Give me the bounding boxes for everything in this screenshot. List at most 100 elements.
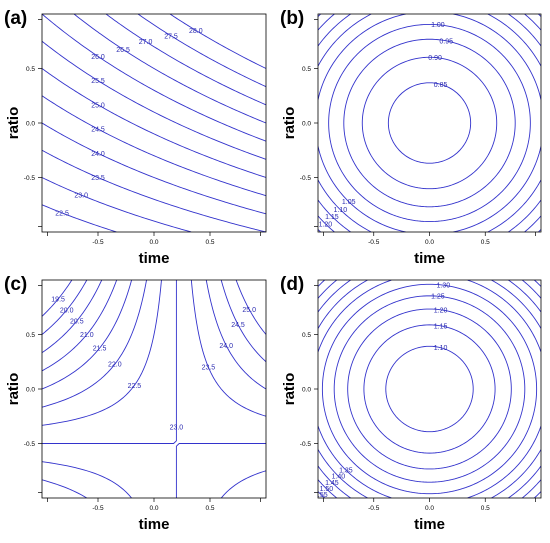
contour-line-1.45 [318,465,351,498]
contour-line-1.50 [521,479,541,498]
contour-line-22.5 [42,204,117,232]
contour-line-22.0 [42,280,147,408]
x-tick-label: -0.5 [92,239,104,246]
contour-line-22.5 [42,280,162,426]
contour-line-23.0 [42,177,192,232]
contour-line-1.25 [538,14,541,17]
y-tick-label: 0.5 [26,66,35,73]
contour-line-1.30 [321,283,538,495]
contour-label: 22.5 [55,210,69,217]
contour-label: 0.85 [434,82,448,89]
x-tick-label: 0.5 [205,239,214,246]
y-tick-label: 0.0 [302,121,311,128]
contour-line-1.05 [453,146,541,232]
contour-line-24.5 [220,280,266,363]
y-axis-label: ratio [5,373,22,406]
contour-line-1.35 [467,425,541,498]
contour-label: 22.0 [108,362,122,369]
contour-line-20.0 [42,280,88,335]
contour-line-0.90 [361,56,498,190]
contour-line-0.95 [343,38,516,208]
x-tick-label: 0.5 [481,239,490,246]
contour-line-1.55 [318,491,325,498]
contour-line-23.5 [42,149,266,232]
y-axis-label: ratio [5,107,22,140]
x-axis-label: time [139,250,170,267]
contour-label: 1.30 [437,283,451,290]
contour-line-1.25 [318,14,321,17]
contour-lines: 19.5 20.0 20.5 21.0 21.5 22.0 22.5 23.0 23.5 24.0… [42,280,266,498]
contour-line-23.5 [42,461,132,498]
contour-line-1.10 [487,179,541,232]
contour-label: 19.5 [51,297,65,304]
y-tick-label: -0.5 [24,175,36,182]
contour-line-1.55 [318,280,325,287]
contour-label: 28.0 [189,28,203,35]
contour-line-24.5 [42,95,266,197]
panel-letter: (a) [4,8,27,29]
contour-line-1.15 [318,14,351,47]
contour-line-25.0 [42,68,266,178]
contour-line-1.15 [318,199,351,232]
x-tick-label: -0.5 [92,505,104,512]
contour-lines: 0.85 0.90 0.95 1.00 1.051.101.151.20 [318,14,541,232]
contour-line-1.50 [318,280,338,299]
y-tick-label: -0.5 [300,441,312,448]
contour-line-1.10 [385,345,474,433]
plot-frame [317,279,542,499]
contour-label: 0.95 [439,38,453,45]
y-tick-label: 0.5 [302,66,311,73]
panel-letter: (c) [4,274,27,295]
contour-label: 25.0 [91,102,105,109]
contour-line-1.25 [318,229,321,232]
contour-label: 1.45 [325,480,339,487]
contour-line-1.55 [534,280,541,287]
contour-line-25.0 [235,280,266,335]
contour-label: 1.55 [314,492,328,499]
x-tick-label: 0.0 [149,239,158,246]
contour-line-23.0 [175,443,266,498]
contour-line-1.40 [318,449,368,498]
contour-label: 23.5 [91,175,105,182]
contour-line-1.10 [487,14,541,67]
contour-label: 23.5 [202,365,216,372]
contour-line-22.5 [220,470,266,498]
y-axis-label: ratio [281,373,298,406]
contour-line-20.5 [42,280,103,354]
contour-line-1.35 [318,425,392,498]
contour-line-23.0 [42,280,177,444]
x-axis-label: time [139,516,170,533]
contour-label: 0.90 [428,55,442,62]
contour-line-1.35 [467,280,541,353]
contour-line-1.15 [508,199,541,232]
x-tick-label: -0.5 [368,505,380,512]
x-tick-label: 0.0 [149,505,158,512]
contour-line-1.35 [318,280,392,353]
panel-4: 1.10 1.15 1.20 1.25 1.30 1.351.401.451.501.55… [280,274,542,533]
contour-label: 24.0 [91,151,105,158]
y-tick-label: -0.5 [24,441,36,448]
contour-label: 1.00 [431,22,445,29]
contour-label: 20.5 [70,318,84,325]
contour-label: 23.0 [74,193,88,200]
contour-label: 1.25 [431,294,445,301]
contour-label: 27.5 [164,33,178,40]
contour-label: 21.0 [80,332,94,339]
contour-line-24.0 [42,479,88,498]
panel-letter: (d) [280,274,304,295]
contour-line-1.25 [538,229,541,232]
y-tick-label: 0.0 [302,387,311,394]
contour-line-26.0 [42,14,266,142]
contour-label: 20.0 [60,308,74,315]
contour-label: 1.10 [434,345,448,352]
contour-line-25.5 [42,40,266,160]
x-axis-label: time [414,516,445,533]
panel-letter: (b) [280,8,304,29]
contour-label: 1.20 [434,307,448,314]
contour-line-1.05 [318,146,406,232]
contour-line-1.05 [453,14,541,100]
y-tick-label: -0.5 [300,175,312,182]
contour-label: 1.15 [434,323,448,330]
contour-line-1.20 [318,14,335,31]
contour-line-23.5 [190,280,266,417]
